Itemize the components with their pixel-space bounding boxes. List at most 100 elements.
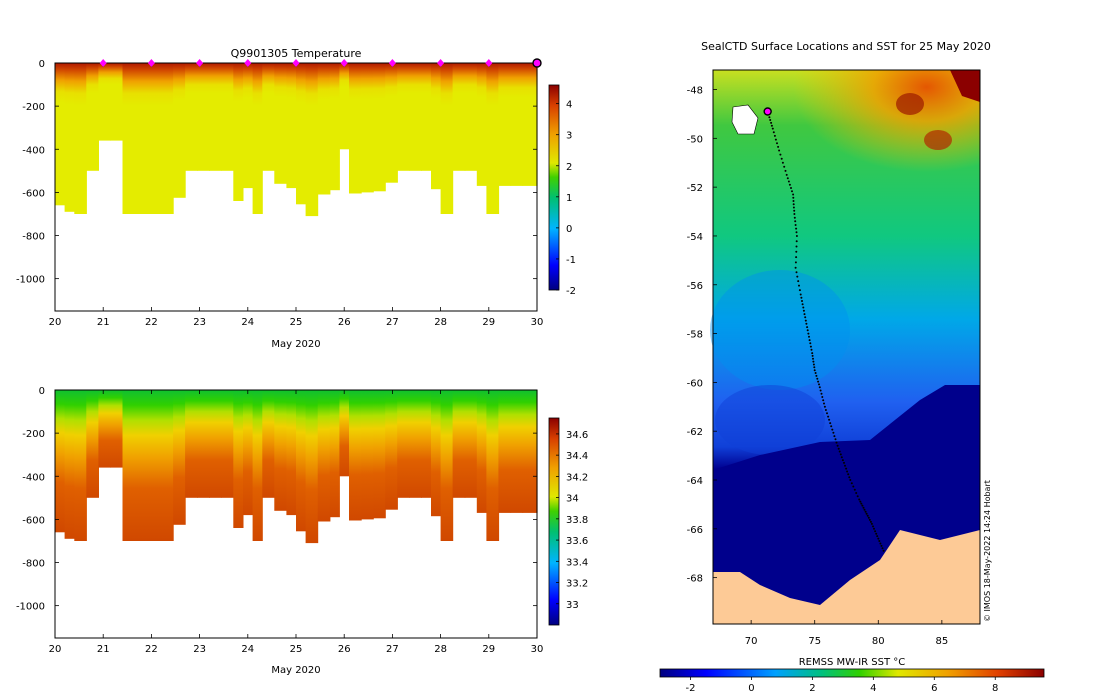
track-point	[869, 520, 872, 523]
warm-corner	[950, 70, 980, 102]
track-point	[802, 309, 805, 312]
profile-column	[339, 63, 350, 150]
track-point	[863, 508, 866, 511]
track-point	[797, 280, 800, 283]
track-point	[874, 530, 877, 533]
profile-column	[173, 63, 186, 198]
track-point	[792, 196, 795, 199]
track-point	[811, 354, 814, 357]
temperature-panel: Q9901305 Temperature 20 21 22 23 24 25 26 27 28 2…	[16, 47, 576, 350]
profile-column	[409, 390, 422, 498]
profile-column	[421, 390, 432, 498]
track-point	[792, 203, 795, 206]
x-tick-label: 20	[49, 644, 62, 655]
profile-column	[486, 390, 500, 541]
track-point	[771, 127, 774, 130]
track-point	[832, 431, 835, 434]
track-point	[792, 206, 795, 209]
profile-column	[464, 390, 478, 498]
y-tick-label: 0	[39, 386, 45, 397]
profile-column	[161, 63, 174, 214]
surface-marker	[244, 59, 252, 67]
profile-column	[221, 63, 234, 171]
end-marker	[532, 58, 542, 68]
track-point	[779, 153, 782, 156]
sst-colorbar-tick-label: -2	[685, 683, 695, 694]
profile-column	[86, 390, 99, 498]
profile-column	[329, 390, 340, 518]
x-tick-label: 21	[97, 317, 110, 328]
salinity-colorbar	[548, 417, 560, 626]
profile-column	[349, 390, 362, 521]
track-point	[813, 366, 816, 369]
profile-column	[274, 63, 287, 184]
track-point	[796, 275, 799, 278]
track-point	[841, 459, 844, 462]
profile-column	[534, 390, 538, 513]
track-point	[802, 306, 805, 309]
profile-column	[161, 390, 174, 541]
track-point	[812, 363, 815, 366]
track-point	[783, 165, 786, 168]
track-point	[866, 514, 869, 517]
track-point	[769, 119, 772, 121]
x-tick-label: 20	[49, 317, 62, 328]
track-point	[814, 372, 817, 374]
track-point	[877, 537, 880, 540]
sst-colorbar-tick-label: 0	[748, 683, 754, 694]
track-point	[770, 124, 773, 127]
salinity-y-axis: 0 -200 -400 -600 -800 -1000	[16, 386, 537, 613]
x-tick-label: 22	[145, 317, 158, 328]
track-point	[790, 187, 792, 189]
track-point	[880, 544, 883, 547]
track-point	[793, 216, 796, 219]
colorbar-tick-label: 34.6	[566, 430, 588, 441]
profile-column	[55, 63, 66, 206]
track-point	[876, 535, 879, 538]
track-point	[870, 522, 873, 525]
map-x-tick-label: 80	[872, 636, 885, 647]
surface-marker	[292, 59, 300, 67]
track-point	[872, 525, 874, 528]
profile-column	[522, 63, 536, 186]
map-x-axis: 70 75 80 85	[745, 620, 948, 647]
y-tick-label: 0	[39, 59, 45, 70]
profile-column	[233, 63, 244, 201]
profile-column	[486, 63, 500, 214]
track-point	[773, 134, 776, 137]
sst-colorbar-ticks: -2 0 2 4 6 8	[685, 677, 998, 694]
track-point	[798, 284, 800, 287]
colorbar-tick-label: 33.4	[566, 557, 588, 568]
map-y-tick-label: -56	[687, 281, 703, 292]
profile-column	[274, 390, 287, 511]
colorbar-tick-label: 33.8	[566, 515, 588, 526]
cold-water-region	[710, 270, 850, 390]
track-point	[809, 345, 812, 348]
track-point	[780, 157, 783, 160]
profile-column	[361, 390, 374, 520]
sst-colorbar-tick-label: 6	[931, 683, 937, 694]
track-point	[838, 450, 841, 453]
track-point	[792, 193, 795, 196]
track-point	[859, 500, 862, 503]
x-tick-label: 28	[434, 644, 447, 655]
track-point	[820, 392, 823, 395]
profile-column	[127, 63, 138, 214]
track-point	[873, 527, 875, 530]
profile-column	[149, 390, 162, 541]
x-tick-label: 22	[145, 644, 158, 655]
track-point	[819, 389, 822, 392]
track-point	[801, 303, 804, 306]
profile-column	[136, 390, 150, 541]
profile-column	[64, 63, 75, 212]
profile-column	[431, 63, 442, 190]
cold-water-region	[715, 385, 825, 455]
temperature-profiles	[55, 63, 538, 217]
profile-column	[385, 63, 398, 183]
profile-column	[286, 390, 297, 516]
track-point	[865, 512, 868, 515]
x-tick-label: 25	[290, 317, 303, 328]
colorbar-tick-label: 0	[566, 224, 572, 235]
profile-column	[110, 390, 124, 468]
profile-column	[286, 63, 297, 189]
